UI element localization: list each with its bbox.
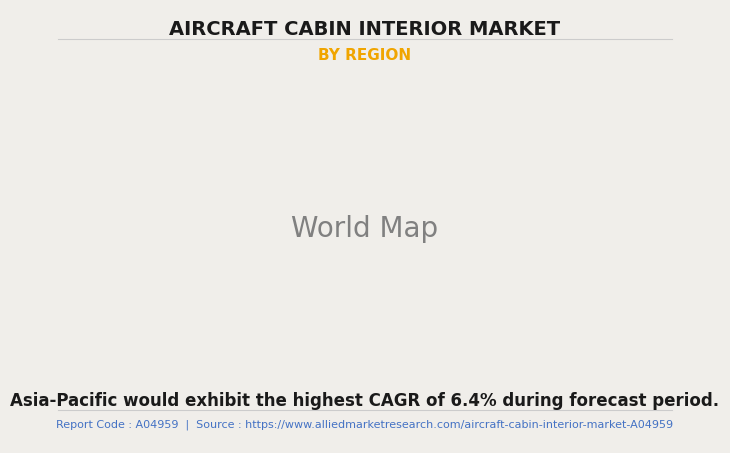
Text: Asia-Pacific would exhibit the highest CAGR of 6.4% during forecast period.: Asia-Pacific would exhibit the highest C… [10, 392, 720, 410]
Text: AIRCRAFT CABIN INTERIOR MARKET: AIRCRAFT CABIN INTERIOR MARKET [169, 20, 561, 39]
Text: BY REGION: BY REGION [318, 48, 412, 63]
Text: Report Code : A04959  |  Source : https://www.alliedmarketresearch.com/aircraft-: Report Code : A04959 | Source : https://… [56, 419, 674, 429]
Text: World Map: World Map [291, 215, 439, 243]
